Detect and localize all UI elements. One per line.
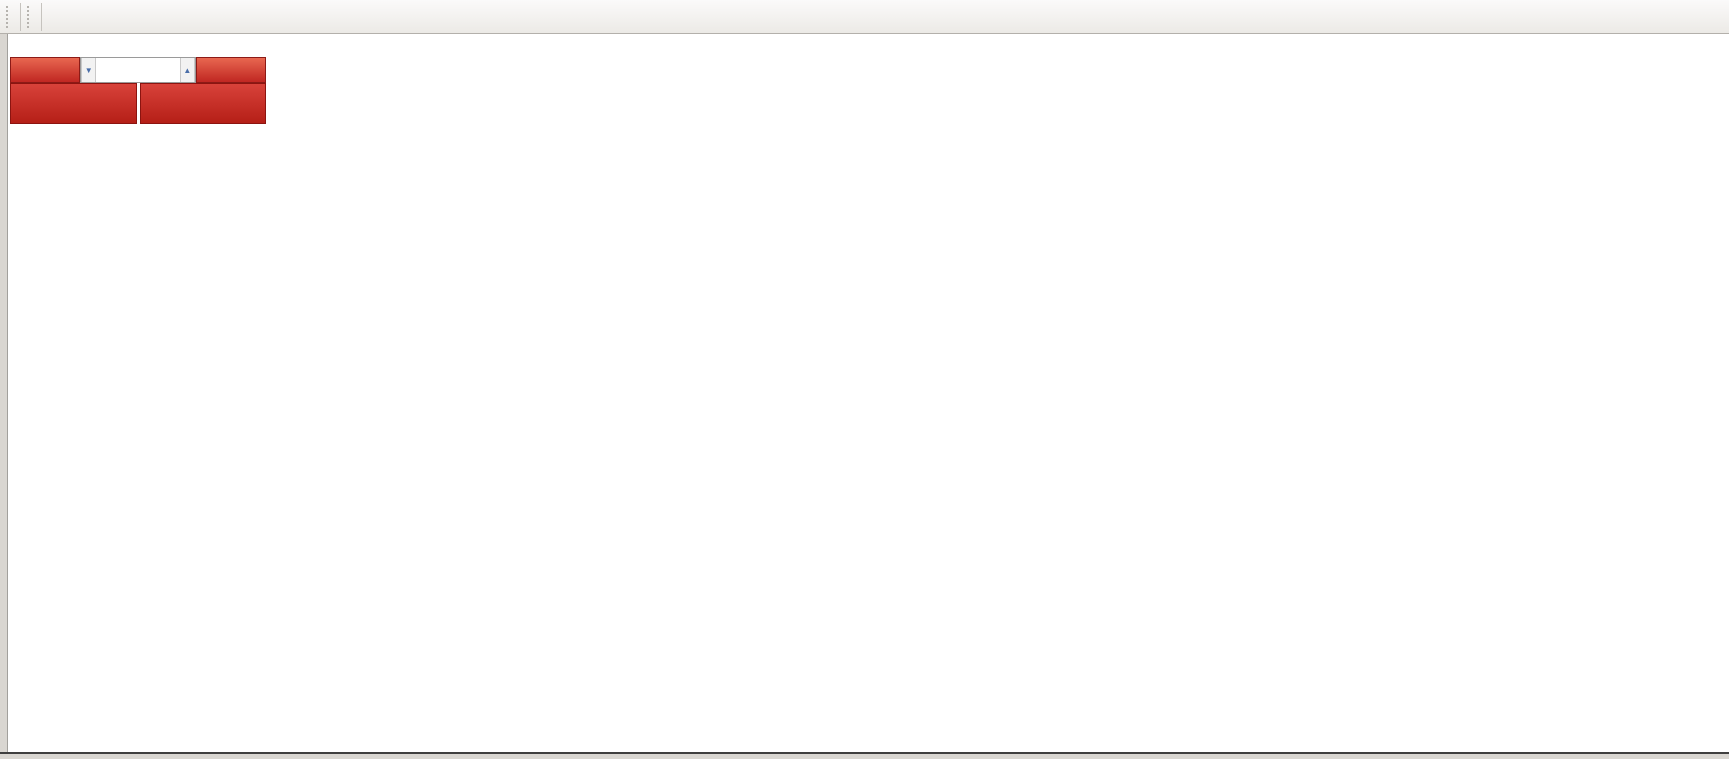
window-left-edge: [0, 34, 8, 753]
toolbar: [0, 0, 1729, 34]
volume-decrease-button[interactable]: ▼: [81, 58, 97, 82]
toolbar-separator: [41, 2, 42, 31]
volume-spinner: ▼ ▲: [80, 57, 196, 83]
symbol-header: [14, 39, 18, 53]
window-bottom-edge: [0, 752, 1729, 759]
buy-price-button[interactable]: [139, 83, 266, 124]
one-click-trading-panel: ▼ ▲: [10, 57, 266, 124]
sell-button[interactable]: [10, 57, 80, 83]
sell-price-button[interactable]: [10, 83, 137, 124]
toolbar-drag-handle[interactable]: [27, 5, 35, 28]
buy-button[interactable]: [196, 57, 266, 83]
volume-increase-button[interactable]: ▲: [179, 58, 195, 82]
toolbar-drag-handle[interactable]: [6, 5, 14, 28]
volume-input[interactable]: [96, 58, 180, 82]
toolbar-separator: [20, 2, 21, 31]
